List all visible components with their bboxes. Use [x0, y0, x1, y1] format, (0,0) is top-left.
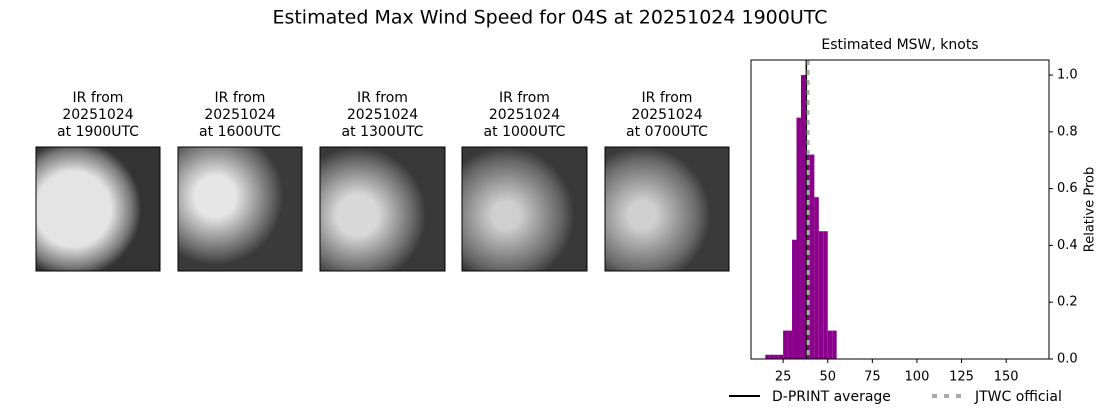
- y-tick-label: 0.2: [1057, 295, 1078, 310]
- bar: [814, 197, 819, 359]
- x-tick-label: 150: [994, 370, 1019, 385]
- y-tick-label: 1.0: [1057, 68, 1078, 83]
- panel-title: at 0700UTC: [626, 124, 708, 140]
- ir-image: [35, 146, 161, 272]
- figure-title: Estimated Max Wind Speed for 04S at 2025…: [272, 7, 827, 29]
- x-tick-label: 50: [819, 370, 836, 385]
- x-tick-label: 75: [864, 370, 881, 385]
- y-tick-label: 0.0: [1057, 352, 1078, 367]
- bar: [823, 231, 828, 359]
- satellite-images: [35, 146, 730, 272]
- panel-title: IR from: [215, 90, 266, 106]
- panel-title: IR from: [73, 90, 124, 106]
- ir-image: [604, 146, 730, 272]
- panel-title: at 1300UTC: [342, 124, 424, 140]
- ir-image: [177, 146, 303, 272]
- bar: [787, 330, 793, 359]
- bar: [778, 354, 784, 359]
- y-tick-label: 0.6: [1057, 181, 1078, 196]
- y-tick-label: 0.8: [1057, 124, 1078, 139]
- x-tick-label: 125: [949, 370, 974, 385]
- y-tick-label: 0.4: [1057, 238, 1078, 253]
- legend-label: D-PRINT average: [772, 389, 891, 405]
- bar: [805, 154, 810, 359]
- ir-image: [319, 146, 446, 272]
- chart-title: Estimated MSW, knots: [821, 37, 978, 53]
- bar: [774, 354, 779, 359]
- bar: [769, 354, 775, 359]
- bar: [800, 75, 806, 360]
- panel-title: 20251024: [631, 107, 702, 123]
- panel-title: 20251024: [489, 107, 560, 123]
- bar: [827, 330, 833, 359]
- panel-title: IR from: [642, 90, 693, 106]
- ir-image: [461, 146, 588, 272]
- panel-title: at 1900UTC: [57, 124, 139, 140]
- x-tick-label: 25: [775, 370, 792, 385]
- bar: [832, 330, 837, 359]
- bar: [765, 354, 770, 359]
- bar: [783, 330, 788, 359]
- panel-title: 20251024: [347, 107, 418, 123]
- bar: [818, 231, 824, 359]
- bar: [796, 117, 801, 360]
- bar: [809, 154, 815, 359]
- bar: [792, 239, 797, 359]
- panel-title: IR from: [357, 90, 408, 106]
- legend-label: JTWC official: [974, 389, 1062, 405]
- x-tick-label: 100: [905, 370, 930, 385]
- panel-title: at 1000UTC: [484, 124, 566, 140]
- panel-title: 20251024: [62, 107, 133, 123]
- panel-title: 20251024: [204, 107, 275, 123]
- y-axis-label: Relative Prob: [1083, 167, 1098, 252]
- plot-frame: [750, 59, 1050, 360]
- panel-title: IR from: [499, 90, 550, 106]
- panel-title: at 1600UTC: [199, 124, 281, 140]
